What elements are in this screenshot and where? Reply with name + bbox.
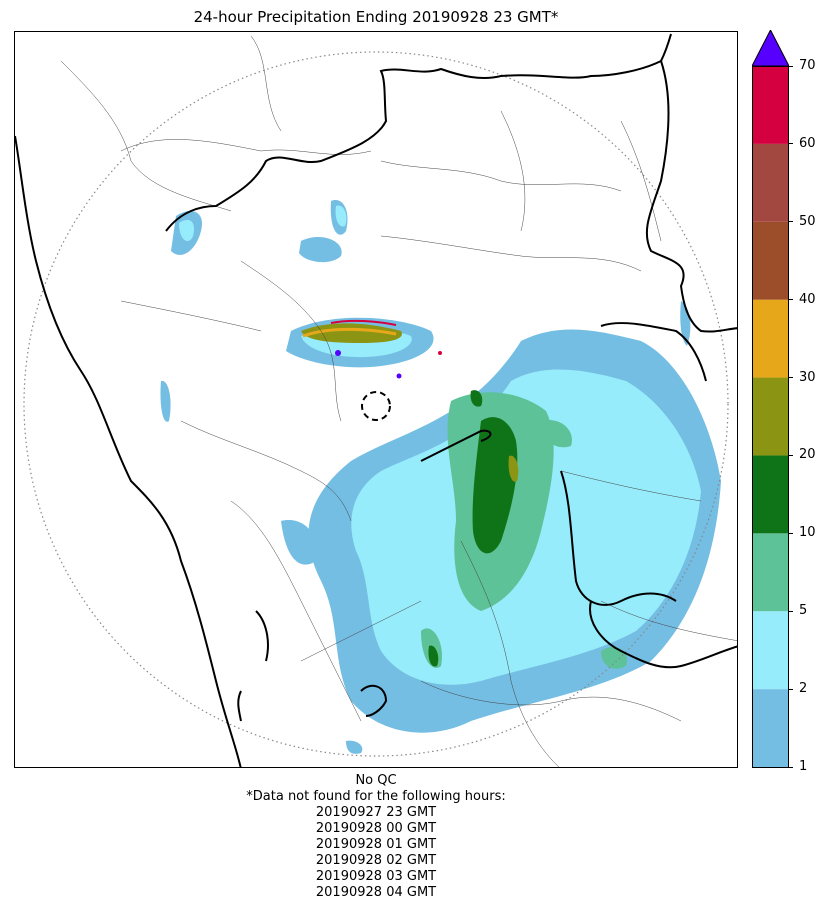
colorbar-tick-label: 10 bbox=[799, 525, 816, 541]
missing-hour: 20190928 03 GMT bbox=[315, 869, 437, 884]
colorbar-frame bbox=[752, 66, 789, 768]
colorbar-tick-label: 2 bbox=[799, 681, 808, 697]
missing-data-header: *Data not found for the following hours: bbox=[246, 789, 506, 804]
colorbar-tick-label: 30 bbox=[799, 369, 816, 385]
colorbar-tick bbox=[789, 221, 793, 223]
map-title: 24-hour Precipitation Ending 20190928 23… bbox=[193, 8, 559, 26]
colorbar-segment bbox=[752, 221, 789, 300]
colorbar-tick-label: 40 bbox=[799, 291, 816, 307]
missing-hour: 20190928 00 GMT bbox=[315, 821, 437, 836]
colorbar-tick bbox=[789, 766, 793, 768]
colorbar-tick bbox=[789, 688, 793, 690]
qc-note: No QC bbox=[355, 773, 397, 788]
colorbar-tick-label: 70 bbox=[799, 58, 816, 73]
colorbar-tick-label: 20 bbox=[799, 447, 816, 463]
colorbar-tick-label: 5 bbox=[799, 603, 808, 619]
colorbar-segment bbox=[752, 143, 789, 222]
district-boundaries bbox=[60, 35, 737, 767]
colorbar-segment bbox=[752, 299, 789, 378]
colorbar-tick-label: 1 bbox=[799, 759, 808, 774]
colorbar-segment bbox=[752, 533, 789, 612]
precip-field-intense-band bbox=[302, 319, 442, 379]
footnotes: No QC *Data not found for the following … bbox=[0, 773, 752, 901]
colorbar-tick bbox=[789, 532, 793, 534]
radar-map-canvas bbox=[15, 33, 737, 767]
colorbar-tick bbox=[789, 143, 793, 145]
precipitation-map bbox=[14, 31, 738, 768]
colorbar-tick-label: 50 bbox=[799, 213, 816, 229]
radar-range-ring bbox=[23, 51, 729, 757]
colorbar-tick bbox=[789, 377, 793, 379]
missing-hour: 20190928 02 GMT bbox=[315, 853, 437, 868]
state-boundaries bbox=[15, 33, 737, 767]
colorbar-tick bbox=[789, 454, 793, 456]
colorbar-segment bbox=[752, 66, 789, 144]
missing-hour: 20190928 04 GMT bbox=[315, 885, 437, 900]
colorbar-segment bbox=[752, 377, 789, 456]
radar-center-marker bbox=[361, 391, 391, 421]
colorbar-tick bbox=[789, 299, 793, 301]
colorbar-tick-label: 60 bbox=[799, 135, 816, 151]
missing-hour: 20190927 23 GMT bbox=[315, 805, 437, 820]
colorbar-tick bbox=[789, 65, 793, 67]
colorbar-tick bbox=[789, 610, 793, 612]
colorbar-segment bbox=[752, 611, 789, 690]
precip-field-10-20 bbox=[428, 390, 518, 667]
missing-hour: 20190928 01 GMT bbox=[315, 837, 437, 852]
colorbar bbox=[752, 30, 789, 768]
colorbar-segment bbox=[752, 455, 789, 534]
precip-field-20-30 bbox=[301, 323, 519, 482]
colorbar-over-arrow bbox=[752, 30, 789, 67]
colorbar-segment bbox=[752, 689, 789, 767]
